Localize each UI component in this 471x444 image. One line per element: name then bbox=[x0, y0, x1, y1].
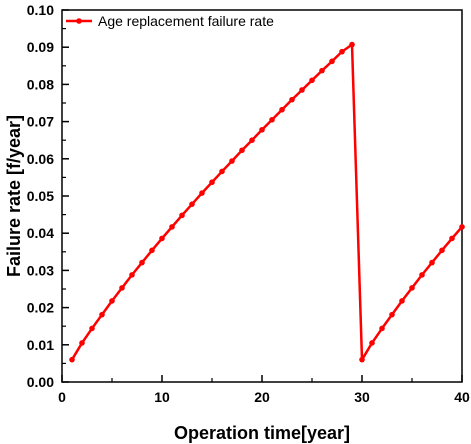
y-axis-title: Failure rate [f/year] bbox=[4, 115, 24, 277]
data-point bbox=[169, 224, 175, 230]
data-point bbox=[419, 272, 425, 278]
x-tick-label: 20 bbox=[254, 389, 270, 405]
data-point bbox=[159, 235, 165, 242]
data-point bbox=[289, 96, 295, 103]
data-point bbox=[99, 311, 105, 318]
data-point bbox=[429, 259, 435, 266]
data-point bbox=[349, 41, 355, 48]
data-point bbox=[389, 311, 395, 318]
data-point bbox=[189, 201, 195, 207]
data-point bbox=[129, 272, 135, 278]
data-point bbox=[119, 285, 125, 291]
y-tick-label: 0.06 bbox=[27, 151, 54, 167]
data-point bbox=[219, 168, 225, 175]
data-point bbox=[79, 340, 85, 346]
y-tick-label: 0.07 bbox=[27, 114, 54, 130]
x-axis-title: Operation time[year] bbox=[174, 423, 350, 443]
x-tick-label: 40 bbox=[454, 389, 470, 405]
y-tick-label: 0.10 bbox=[27, 2, 54, 18]
data-point bbox=[449, 235, 455, 242]
data-point bbox=[319, 67, 325, 74]
y-tick-label: 0.03 bbox=[27, 262, 54, 278]
plot-frame bbox=[61, 9, 463, 383]
data-point bbox=[439, 247, 445, 254]
data-point bbox=[379, 325, 385, 332]
data-point bbox=[199, 190, 205, 196]
y-tick-label: 0.04 bbox=[27, 225, 54, 241]
legend-marker bbox=[76, 18, 82, 24]
data-point bbox=[309, 77, 315, 84]
y-tick-label: 0.01 bbox=[27, 337, 54, 353]
y-tick-label: 0.00 bbox=[27, 374, 54, 390]
data-point bbox=[269, 116, 275, 123]
data-point bbox=[109, 298, 115, 304]
series-line bbox=[70, 43, 463, 361]
data-point bbox=[239, 147, 245, 154]
y-axis-ticks: 0.00 0.01 0.02 0.03 0.04 0.05 0.06 0.07 0.08 0.09… bbox=[27, 2, 69, 390]
data-point bbox=[339, 48, 345, 55]
x-tick-label: 0 bbox=[58, 389, 66, 405]
data-point bbox=[209, 179, 215, 186]
data-point bbox=[149, 247, 155, 254]
x-axis-ticks: 0 10 20 30 40 bbox=[58, 375, 470, 405]
legend-label: Age replacement failure rate bbox=[98, 13, 274, 29]
data-point bbox=[459, 224, 465, 230]
x-tick-label: 10 bbox=[154, 389, 170, 405]
y-tick-label: 0.05 bbox=[27, 188, 54, 204]
data-point bbox=[369, 340, 375, 346]
data-point bbox=[89, 325, 95, 332]
data-point bbox=[259, 126, 265, 133]
data-point bbox=[229, 158, 235, 164]
legend: Age replacement failure rate bbox=[66, 13, 274, 29]
series-layer bbox=[69, 41, 465, 363]
data-point bbox=[329, 58, 335, 65]
data-point bbox=[299, 87, 305, 93]
data-point bbox=[409, 285, 415, 291]
y-tick-label: 0.02 bbox=[27, 300, 54, 316]
y-tick-label: 0.08 bbox=[27, 76, 54, 92]
y-tick-label: 0.09 bbox=[27, 39, 54, 55]
data-point bbox=[139, 259, 145, 266]
data-point bbox=[179, 212, 185, 219]
data-point bbox=[249, 137, 255, 143]
data-point bbox=[359, 356, 365, 363]
data-point bbox=[69, 356, 75, 363]
data-point bbox=[399, 298, 405, 304]
data-point bbox=[279, 106, 285, 113]
x-tick-label: 30 bbox=[354, 389, 370, 405]
